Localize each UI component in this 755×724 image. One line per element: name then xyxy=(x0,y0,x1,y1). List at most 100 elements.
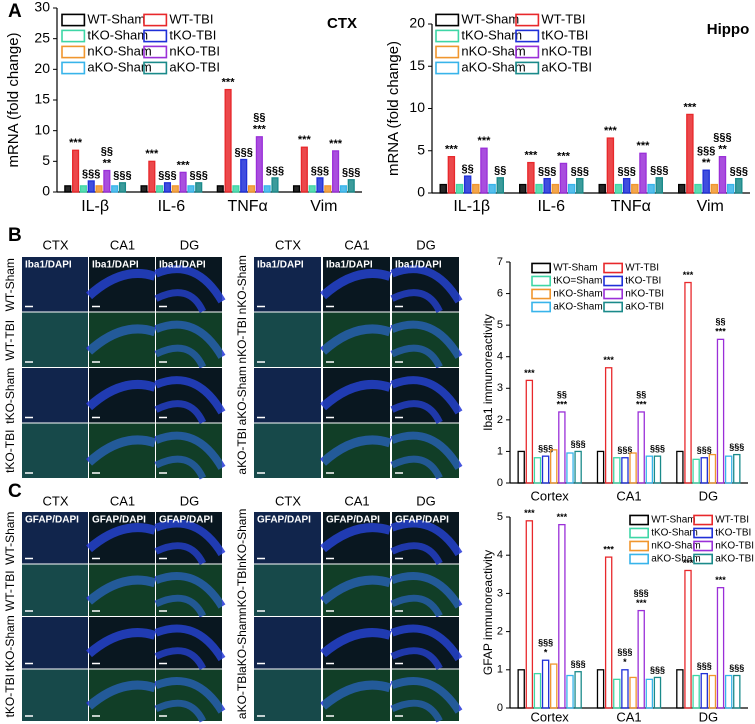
row-label: nKO-Sham xyxy=(235,509,249,568)
legend-swatch xyxy=(629,527,650,539)
marker-stain xyxy=(392,312,459,367)
bar xyxy=(621,457,629,484)
micrograph xyxy=(22,564,88,616)
x-tick-label: Vim xyxy=(310,198,337,215)
dapi-stain xyxy=(390,376,463,415)
significance-label: ** xyxy=(702,157,711,169)
marker-stain xyxy=(22,669,88,721)
y-tick-label: 15 xyxy=(34,91,50,107)
bar xyxy=(614,183,623,194)
bar xyxy=(480,147,488,194)
y-tick-label: 0 xyxy=(497,702,503,714)
x-tick-label: Cortex xyxy=(531,488,570,503)
y-tick-label: 4 xyxy=(497,351,503,363)
marker-stain xyxy=(323,669,390,721)
micrograph xyxy=(22,257,88,312)
legend-swatch xyxy=(61,45,86,59)
significance-label: §§§ xyxy=(697,445,712,455)
row-label: aKO-TBI xyxy=(235,672,249,719)
marker-stain xyxy=(22,257,88,312)
legend-swatch xyxy=(435,45,460,59)
significance-label: §§§ xyxy=(158,170,176,182)
bar xyxy=(517,669,525,709)
legend-label: tKO-Sham xyxy=(651,528,698,539)
bar xyxy=(629,452,637,484)
marker-stain xyxy=(323,368,390,423)
bar xyxy=(726,183,735,194)
dapi-stain xyxy=(319,324,392,355)
y-tick-label: 0 xyxy=(497,477,503,489)
y-axis-label: mRNA (fold change) xyxy=(385,41,402,176)
bar xyxy=(710,183,719,194)
x-tick-label: IL-1β xyxy=(453,198,490,215)
marker-stain xyxy=(156,564,222,616)
bar xyxy=(300,146,308,193)
bar xyxy=(543,177,551,194)
dapi-stain xyxy=(86,628,157,658)
bar xyxy=(700,457,708,484)
bar xyxy=(655,177,663,194)
row-label: aKO-Sham xyxy=(235,614,249,673)
significance-label: *** xyxy=(524,368,535,378)
bar xyxy=(140,185,148,193)
significance-label: *** xyxy=(524,149,538,161)
micrograph xyxy=(22,669,88,721)
y-tick-label: 20 xyxy=(34,60,50,76)
marker-stain xyxy=(22,312,88,367)
column-label: CTX xyxy=(275,237,301,252)
bar xyxy=(240,158,248,193)
dapi-stain xyxy=(154,289,207,314)
significance-label: *** xyxy=(557,512,568,522)
dapi-stain xyxy=(319,269,392,300)
legend-label: WT-Sham xyxy=(553,263,597,274)
bar xyxy=(559,162,568,194)
legend-label: WT-Sham xyxy=(87,11,145,26)
bar xyxy=(551,183,560,194)
stain-label: Iba1/DAPI xyxy=(326,260,373,271)
marker-stain xyxy=(22,564,88,616)
legend-label: aKO-Sham xyxy=(553,302,602,313)
micrograph xyxy=(254,312,321,367)
dapi-stain xyxy=(254,512,321,564)
bar xyxy=(645,455,654,484)
y-tick-label: 5 xyxy=(42,152,50,168)
significance-label: ** xyxy=(718,144,727,156)
y-tick-label: 1 xyxy=(497,445,503,457)
significance-label: §§ xyxy=(636,389,646,399)
bar xyxy=(702,169,710,194)
dapi-stain xyxy=(154,699,207,723)
bar xyxy=(574,671,582,709)
bar xyxy=(550,449,558,484)
panel-letter: B xyxy=(8,225,22,246)
bar xyxy=(72,149,80,193)
micrograph xyxy=(22,312,88,367)
stain-label: Iba1/DAPI xyxy=(25,260,72,271)
dapi-stain xyxy=(22,257,88,312)
significance-label: §§ xyxy=(253,112,265,124)
legend-label: WT-Sham xyxy=(651,515,695,526)
bar xyxy=(613,457,621,484)
legend-label: nKO-Sham xyxy=(87,43,151,58)
bar xyxy=(694,183,702,194)
legend-swatch xyxy=(693,553,714,565)
y-tick-label: 20 xyxy=(409,15,425,31)
bar xyxy=(576,177,584,194)
row-label: aKO-Sham xyxy=(235,366,249,425)
significance-label: §§§ xyxy=(617,166,635,178)
marker-stain xyxy=(392,617,459,669)
bar xyxy=(525,520,534,709)
marker-stain xyxy=(22,423,88,478)
significance-label: §§ xyxy=(462,163,474,175)
bar xyxy=(156,185,164,193)
bar xyxy=(111,185,119,193)
significance-label: *** xyxy=(683,270,694,280)
dapi-stain xyxy=(85,324,157,355)
marker-stain xyxy=(156,512,222,564)
dapi-stain xyxy=(390,431,463,470)
marker-stain xyxy=(89,512,155,564)
x-tick-label: DG xyxy=(699,488,719,503)
bar xyxy=(255,136,263,193)
x-tick-label: CA1 xyxy=(616,488,641,503)
marker-stain xyxy=(392,368,459,423)
y-axis-label: Iba1 immunoreactivity xyxy=(481,314,495,431)
